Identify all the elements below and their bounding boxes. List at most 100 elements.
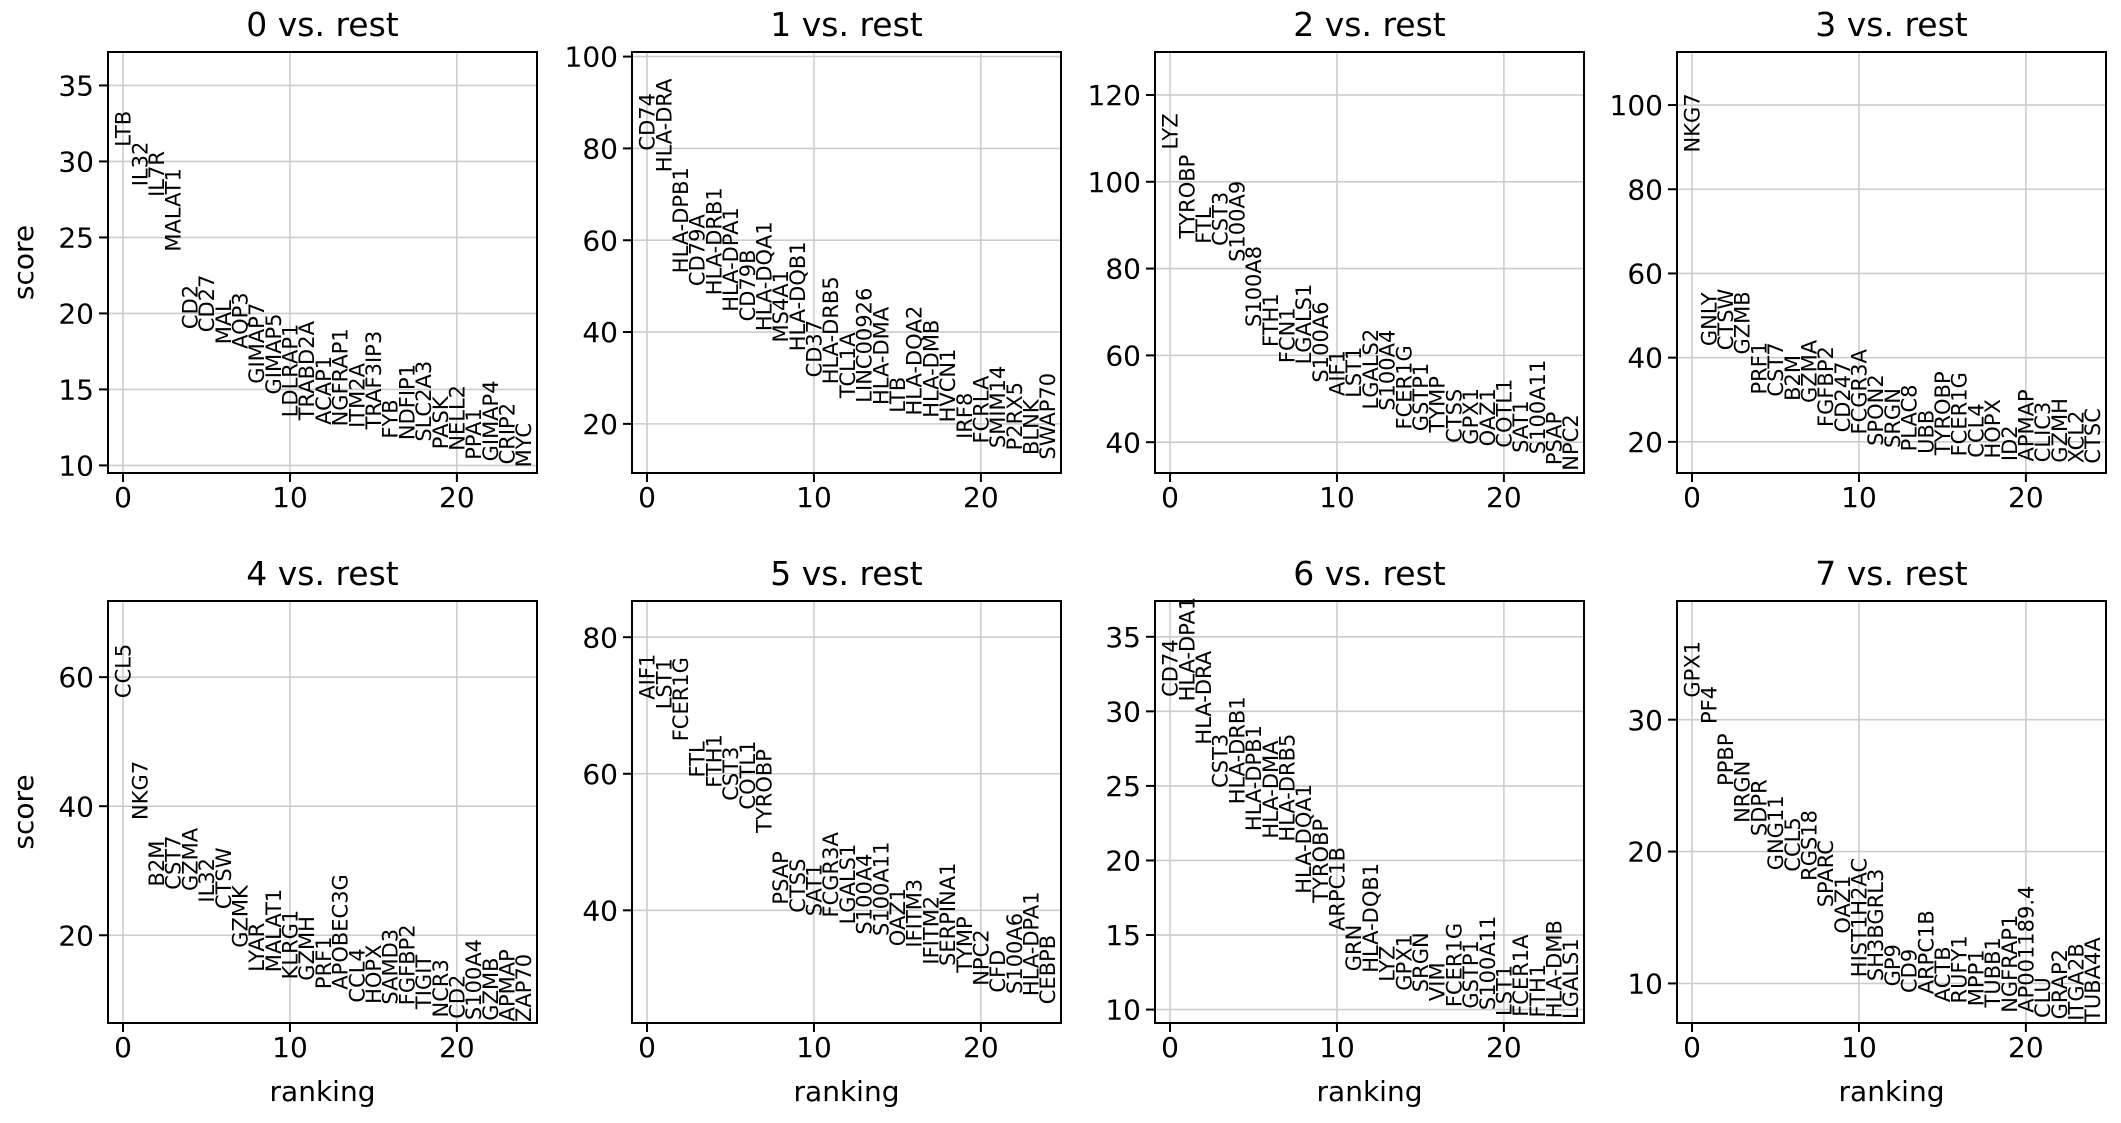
x-tick-label: 10	[796, 1031, 832, 1064]
gene-label-CCL5: CCL5	[1781, 817, 1805, 871]
y-tick-label: 35	[1105, 621, 1141, 654]
gene-label-CCL4: CCL4	[1964, 403, 1988, 457]
gene-label-GPX1: GPX1	[1681, 641, 1705, 698]
gene-label-OAZ1: OAZ1	[886, 888, 910, 946]
y-tick-label: 30	[58, 146, 94, 179]
x-tick-label: 0	[1683, 481, 1701, 514]
x-tick-label: 20	[963, 481, 999, 514]
gene-label-IFITM3: IFITM3	[903, 879, 927, 948]
gene-label-MPP1: MPP1	[1964, 949, 1988, 1006]
gene-label-HLA-DRB5: HLA-DRB5	[819, 276, 843, 384]
axes-spines	[1676, 600, 2107, 1024]
gene-label-NKG7: NKG7	[1681, 93, 1705, 152]
gene-label-SPON2: SPON2	[1864, 374, 1888, 446]
gene-label-HLA-DRB1: HLA-DRB1	[702, 187, 726, 295]
x-tick-label: 0	[114, 1031, 132, 1064]
y-tick-label: 20	[58, 919, 94, 952]
gene-label-TUBA4A: TUBA4A	[2081, 937, 2105, 1023]
gene-label-FTH1: FTH1	[1526, 964, 1550, 1018]
gene-label-RGS18: RGS18	[1797, 810, 1821, 881]
gene-label-AIF1: AIF1	[1325, 350, 1349, 396]
gene-label-FTH1: FTH1	[1259, 293, 1283, 347]
gene-label-PRF1: PRF1	[312, 936, 336, 989]
x-tick-label: 20	[439, 1031, 475, 1064]
gene-label-HLA-DMB: HLA-DMB	[919, 320, 943, 418]
gene-label-CFD: CFD	[986, 950, 1010, 993]
gene-label-HLA-DPB1: HLA-DPB1	[669, 167, 693, 273]
gene-label-S100A8: S100A8	[1242, 246, 1266, 327]
y-tick-label: 60	[1627, 258, 1663, 291]
gene-label-AQP3: AQP3	[228, 292, 252, 349]
gene-label-CLIC3: CLIC3	[2031, 402, 2055, 463]
x-tick-label: 0	[1683, 1031, 1701, 1064]
gene-label-GIMAP4: GIMAP4	[479, 380, 503, 461]
gene-label-NPC2: NPC2	[969, 929, 993, 985]
gene-label-GPX1: GPX1	[1459, 388, 1483, 445]
gene-label-ZAP70: ZAP70	[512, 954, 536, 1022]
gene-label-SLC2A3: SLC2A3	[412, 361, 436, 442]
panel-title: 6 vs. rest	[1293, 554, 1446, 593]
gene-label-FYB: FYB	[379, 399, 403, 438]
y-tick-label: 40	[582, 894, 618, 927]
gene-label-SAMD3: SAMD3	[379, 929, 403, 1005]
gene-label-LTB: LTB	[886, 377, 910, 413]
x-tick-label: 10	[272, 1031, 308, 1064]
gene-label-HLA-DMB: HLA-DMB	[1543, 920, 1567, 1018]
gene-label-MYC: MYC	[512, 423, 536, 467]
gene-label-GZMB: GZMB	[479, 958, 503, 1021]
axes-spines	[1154, 51, 1585, 474]
gene-label-LYAR: LYAR	[245, 923, 269, 972]
gene-label-MALAT1: MALAT1	[162, 168, 186, 252]
gene-label-NCR3: NCR3	[429, 959, 453, 1017]
gene-label-IL32: IL32	[195, 858, 219, 903]
gene-label-CST7: CST7	[1764, 342, 1788, 396]
gene-label-TRABD2A: TRABD2A	[295, 320, 319, 421]
x-tick-label: 10	[1319, 481, 1355, 514]
gene-label-CD9: CD9	[1898, 949, 1922, 993]
gene-label-HLA-DPB1: HLA-DPB1	[1242, 725, 1266, 831]
gene-label-SAT1: SAT1	[1509, 400, 1533, 453]
axes-spines	[631, 600, 1062, 1024]
gene-label-CTSS: CTSS	[786, 859, 810, 913]
gene-label-CD79B: CD79B	[736, 249, 760, 321]
panel-title: 4 vs. rest	[246, 554, 399, 593]
gene-label-IL7R: IL7R	[145, 151, 169, 197]
gene-label-SRGN: SRGN	[1409, 932, 1433, 992]
gene-label-CST3: CST3	[719, 747, 743, 801]
x-tick-label: 0	[1161, 481, 1179, 514]
y-tick-label: 10	[1105, 994, 1141, 1027]
gene-label-P2RX5: P2RX5	[1003, 382, 1027, 450]
gene-label-KLRG1: KLRG1	[278, 910, 302, 980]
gene-label-GIMAP7: GIMAP7	[245, 303, 269, 384]
gene-label-CCL4: CCL4	[345, 948, 369, 1002]
x-tick-label: 0	[1161, 1031, 1179, 1064]
gene-label-IRF8: IRF8	[953, 393, 977, 439]
gene-label-TYROBP: TYROBP	[1931, 371, 1955, 456]
gene-label-CLU: CLU	[2031, 977, 2055, 1018]
y-axis-label-score: score	[7, 774, 40, 849]
gene-label-LYZ: LYZ	[1159, 113, 1183, 149]
gene-label-LGALS1: LGALS1	[1292, 284, 1316, 365]
x-axis-label-ranking: ranking	[1317, 1075, 1423, 1108]
panel-title: 5 vs. rest	[770, 554, 923, 593]
y-tick-label: 25	[58, 222, 94, 255]
gene-label-HLA-DRA: HLA-DRA	[1192, 650, 1216, 744]
gene-label-MAL: MAL	[212, 300, 236, 344]
gene-label-AIF1: AIF1	[636, 654, 660, 700]
gene-label-HLA-DRB5: HLA-DRB5	[1275, 734, 1299, 842]
x-tick-label: 10	[796, 481, 832, 514]
gene-label-NPC2: NPC2	[1559, 414, 1583, 470]
gene-label-CTSW: CTSW	[1714, 288, 1738, 350]
gene-label-B2M: B2M	[145, 841, 169, 887]
x-tick-label: 0	[114, 481, 132, 514]
gene-label-FCER1A: FCER1A	[1509, 934, 1533, 1017]
gene-label-MALAT1: MALAT1	[262, 889, 286, 973]
gene-label-GPX1: GPX1	[1392, 934, 1416, 991]
gene-label-HLA-DQB1: HLA-DQB1	[786, 241, 810, 351]
y-tick-label: 25	[1105, 770, 1141, 803]
gene-label-PSAP: PSAP	[1543, 412, 1567, 465]
